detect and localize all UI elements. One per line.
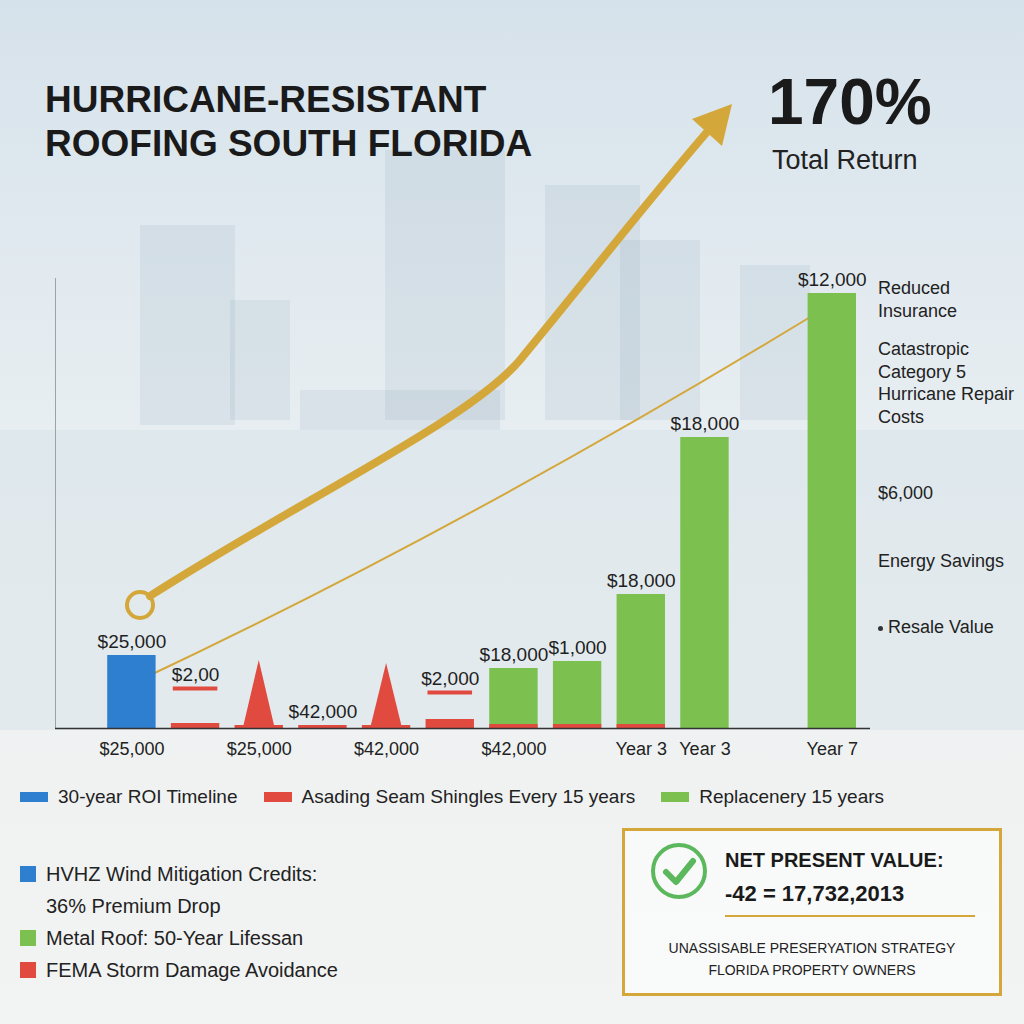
svg-text:$1,000: $1,000 — [549, 637, 607, 658]
svg-text:Year 3: Year 3 — [679, 739, 730, 759]
html-text:30-year ROI Timeline: 30-year ROI Timeline — [58, 786, 238, 807]
svg-text:Year 3: Year 3 — [616, 739, 667, 759]
html-text:Replacenery 15 years: Replacenery 15 years — [699, 786, 885, 807]
html-text:HVHZ Wind Mitigation Credits:: HVHZ Wind Mitigation Credits: — [46, 863, 318, 885]
html-text:170%: 170% — [768, 66, 932, 138]
svg-text:$25,000: $25,000 — [99, 739, 164, 759]
svg-text:$25,000: $25,000 — [227, 739, 292, 759]
html-text:FEMA Storm Damage Avoidance: FEMA Storm Damage Avoidance — [46, 959, 338, 981]
html-text:Catastropic Category 5 Hurrica: Catastropic Category 5 Hurricane Repair … — [878, 339, 1015, 427]
html-text:36% Premium Drop: 36% Premium Drop — [46, 895, 221, 917]
html-text:NET PRESENT VALUE:: NET PRESENT VALUE: — [725, 849, 944, 871]
html-text:Reduced Insurance: Reduced Insurance — [878, 278, 958, 321]
html-text:Asading Seam Shingles Every 15: Asading Seam Shingles Every 15 years — [301, 786, 636, 807]
svg-text:$42,000: $42,000 — [481, 739, 546, 759]
html-text:Energy Savings: Energy Savings — [878, 551, 1005, 571]
svg-text:$18,000: $18,000 — [607, 570, 676, 591]
svg-text:$42,000: $42,000 — [289, 701, 358, 722]
svg-text:Year 7: Year 7 — [807, 739, 858, 759]
html-text:UNASSISABLE PRESERYATION STRAT: UNASSISABLE PRESERYATION STRATEGY FLORID… — [668, 940, 956, 979]
svg-text:$42,000: $42,000 — [354, 739, 419, 759]
html-text:$6,000: $6,000 — [878, 483, 934, 503]
svg-text:$25,000: $25,000 — [98, 631, 167, 652]
html-text:HURRICANE-RESISTANT ROOFING SO: HURRICANE-RESISTANT ROOFING SOUTH FLORID… — [45, 79, 533, 165]
svg-text:$2,00: $2,00 — [172, 664, 220, 685]
svg-text:$12,000: $12,000 — [798, 269, 867, 290]
html-text:-42 = 17,732,2013: -42 = 17,732,2013 — [725, 881, 905, 906]
svg-text:$18,000: $18,000 — [480, 644, 549, 665]
svg-text:$18,000: $18,000 — [671, 413, 740, 434]
html-text:Total Return: Total Return — [772, 145, 918, 175]
html-text:Resale Value: Resale Value — [888, 617, 994, 637]
svg-text:$2,000: $2,000 — [421, 668, 479, 689]
html-text:Metal Roof: 50-Year Lifessan: Metal Roof: 50-Year Lifessan — [46, 927, 304, 949]
